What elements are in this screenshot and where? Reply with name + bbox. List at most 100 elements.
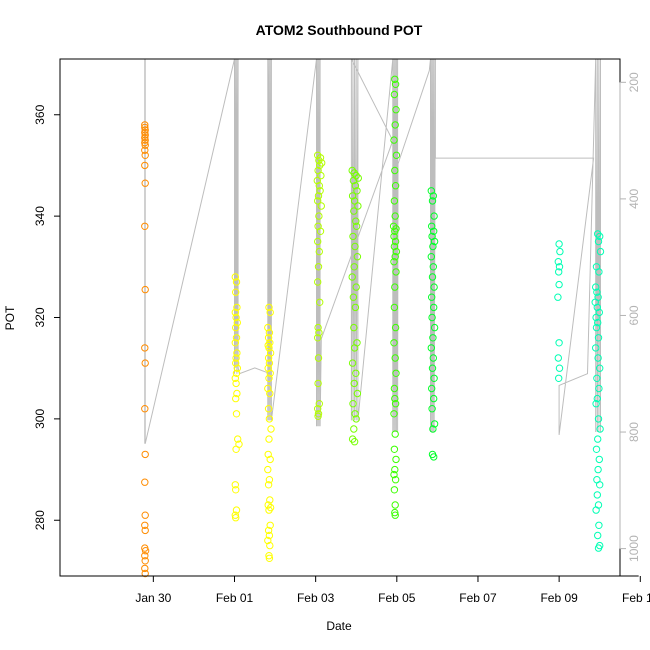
data-point	[314, 412, 322, 420]
data-point	[555, 263, 564, 271]
data-point	[391, 465, 399, 474]
data-point	[232, 354, 240, 362]
data-point	[353, 187, 361, 195]
data-point	[595, 268, 603, 276]
data-point	[232, 323, 240, 332]
data-point	[316, 187, 324, 195]
data-point	[596, 247, 605, 256]
series-2	[231, 273, 275, 562]
data-point	[318, 159, 326, 167]
data-point	[265, 415, 274, 423]
data-point	[430, 212, 438, 220]
data-point	[391, 354, 399, 362]
x-axis-label: Date	[326, 619, 352, 633]
series-1	[141, 121, 150, 578]
data-point	[391, 237, 400, 246]
data-point	[391, 430, 399, 438]
data-point	[141, 564, 149, 573]
x-tick-label: Feb 11	[622, 591, 650, 605]
data-point	[266, 496, 274, 504]
data-point	[595, 308, 603, 317]
data-point	[267, 425, 275, 433]
data-point	[594, 465, 602, 474]
data-point	[430, 453, 438, 461]
data-point	[594, 531, 602, 540]
data-point	[430, 374, 438, 382]
data-point	[593, 288, 601, 296]
y-tick-label: 300	[33, 409, 47, 429]
data-point	[315, 182, 323, 190]
data-point	[429, 334, 437, 342]
data-point	[316, 298, 324, 306]
data-point	[392, 268, 400, 276]
data-point	[592, 506, 600, 514]
data-point	[265, 506, 273, 514]
data-point	[353, 389, 362, 398]
data-point	[266, 541, 274, 550]
data-point	[391, 511, 399, 519]
data-point	[354, 202, 362, 210]
data-point	[592, 313, 600, 322]
data-point	[141, 222, 149, 231]
data-point	[264, 323, 272, 332]
data-point	[391, 75, 399, 84]
data-point	[141, 128, 149, 137]
data-point	[592, 283, 600, 291]
data-point	[429, 242, 437, 251]
data-point	[266, 349, 275, 357]
data-point	[264, 465, 272, 474]
data-point	[232, 514, 240, 522]
data-point	[592, 344, 600, 352]
data-point	[314, 323, 322, 332]
data-point	[316, 161, 324, 170]
data-point	[595, 384, 603, 393]
y-axis-label: POT	[3, 305, 17, 330]
data-point	[231, 374, 240, 382]
data-point	[390, 242, 399, 251]
data-point	[390, 445, 399, 453]
data-point	[391, 283, 399, 291]
data-point	[141, 285, 149, 294]
data-point	[391, 121, 399, 129]
data-point	[349, 176, 358, 185]
data-point	[264, 481, 273, 489]
data-point	[391, 182, 400, 190]
data-point	[391, 394, 399, 403]
data-point	[264, 501, 272, 509]
data-point	[390, 258, 398, 266]
data-point	[595, 455, 603, 464]
data-point	[314, 263, 323, 271]
x-tick-label: Jan 30	[135, 591, 171, 605]
data-point	[594, 415, 603, 423]
data-point	[317, 171, 325, 180]
data-point	[594, 230, 602, 238]
data-point	[264, 526, 273, 535]
data-point	[265, 531, 274, 540]
data-point	[233, 389, 241, 398]
data-point	[141, 146, 149, 154]
data-point	[554, 293, 562, 301]
data-point	[428, 197, 437, 205]
data-point	[427, 253, 435, 261]
data-point	[555, 268, 563, 276]
data-point	[428, 364, 437, 372]
data-point	[352, 217, 360, 225]
series-3	[313, 151, 326, 420]
data-point	[351, 410, 359, 418]
y-tick-label: 340	[33, 206, 47, 226]
data-point	[593, 374, 601, 382]
data-point	[391, 323, 400, 332]
data-point	[596, 481, 604, 489]
data-point	[348, 273, 356, 281]
data-point	[391, 476, 400, 484]
data-point	[266, 521, 274, 529]
data-point	[430, 237, 439, 246]
data-point	[391, 400, 400, 408]
data-point	[594, 334, 603, 342]
data-point	[348, 166, 356, 175]
data-point	[264, 384, 272, 393]
data-point	[350, 425, 358, 433]
data-point	[430, 303, 438, 312]
data-point	[141, 511, 149, 519]
data-point	[350, 263, 358, 271]
